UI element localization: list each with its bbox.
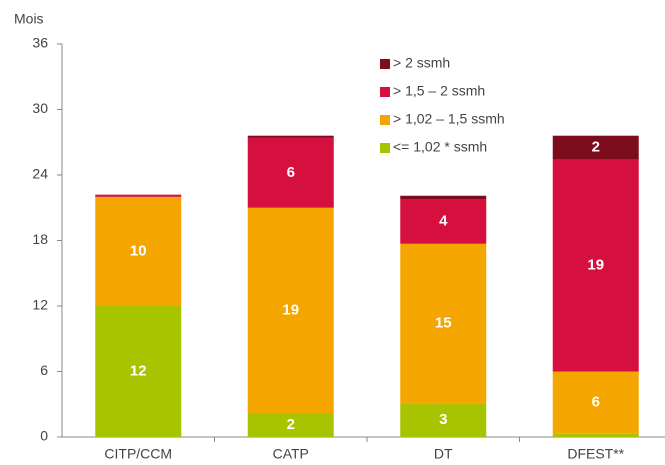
bar-segment [247,207,334,413]
bar-segment [247,412,334,437]
bar-segment [95,194,182,197]
value-label: 6 [287,164,295,181]
legend-label: > 1,02 – 1,5 ssmh [393,111,505,127]
legend-swatch [380,87,390,97]
bar-segment [95,306,182,437]
x-tick-label: DFEST** [567,446,624,462]
bar-segment [95,196,182,306]
y-tick-label: 36 [32,35,48,51]
bar-segment [247,135,334,138]
value-label: 6 [592,394,600,411]
y-tick-label: 18 [32,231,48,247]
bar-segment [552,159,639,372]
legend-label: <= 1,02 * ssmh [393,139,487,155]
legend-label: > 1,5 – 2 ssmh [393,83,485,99]
x-tick-label: CATP [273,446,309,462]
value-label: 10 [130,242,147,259]
y-tick-label: 12 [32,297,48,313]
y-tick-label: 24 [32,166,48,182]
bar-segment [400,243,487,404]
bar-segment [400,403,487,437]
bar-segment [247,137,334,208]
value-label: 2 [592,139,600,156]
bar-segment [552,371,639,434]
legend-swatch [380,143,390,153]
bar-segment [400,199,487,244]
value-label: 15 [435,314,452,331]
x-tick-label: CITP/CCM [104,446,172,462]
value-label: 3 [439,411,447,428]
y-tick-label: 30 [32,100,48,116]
legend-label: > 2 ssmh [393,55,450,71]
bar-segment [552,135,639,160]
value-label: 4 [439,212,448,229]
value-label: 12 [130,362,147,379]
y-tick-label: 0 [40,428,48,444]
value-label: 2 [287,416,295,433]
value-label: 19 [587,257,604,274]
legend-swatch [380,115,390,125]
value-label: 19 [282,301,299,318]
bar-segment [400,195,487,200]
bar-segment [552,433,639,437]
y-tick-label: 6 [40,362,48,378]
y-axis-label: Mois [14,11,44,27]
x-tick-label: DT [434,446,453,462]
legend-swatch [380,59,390,69]
